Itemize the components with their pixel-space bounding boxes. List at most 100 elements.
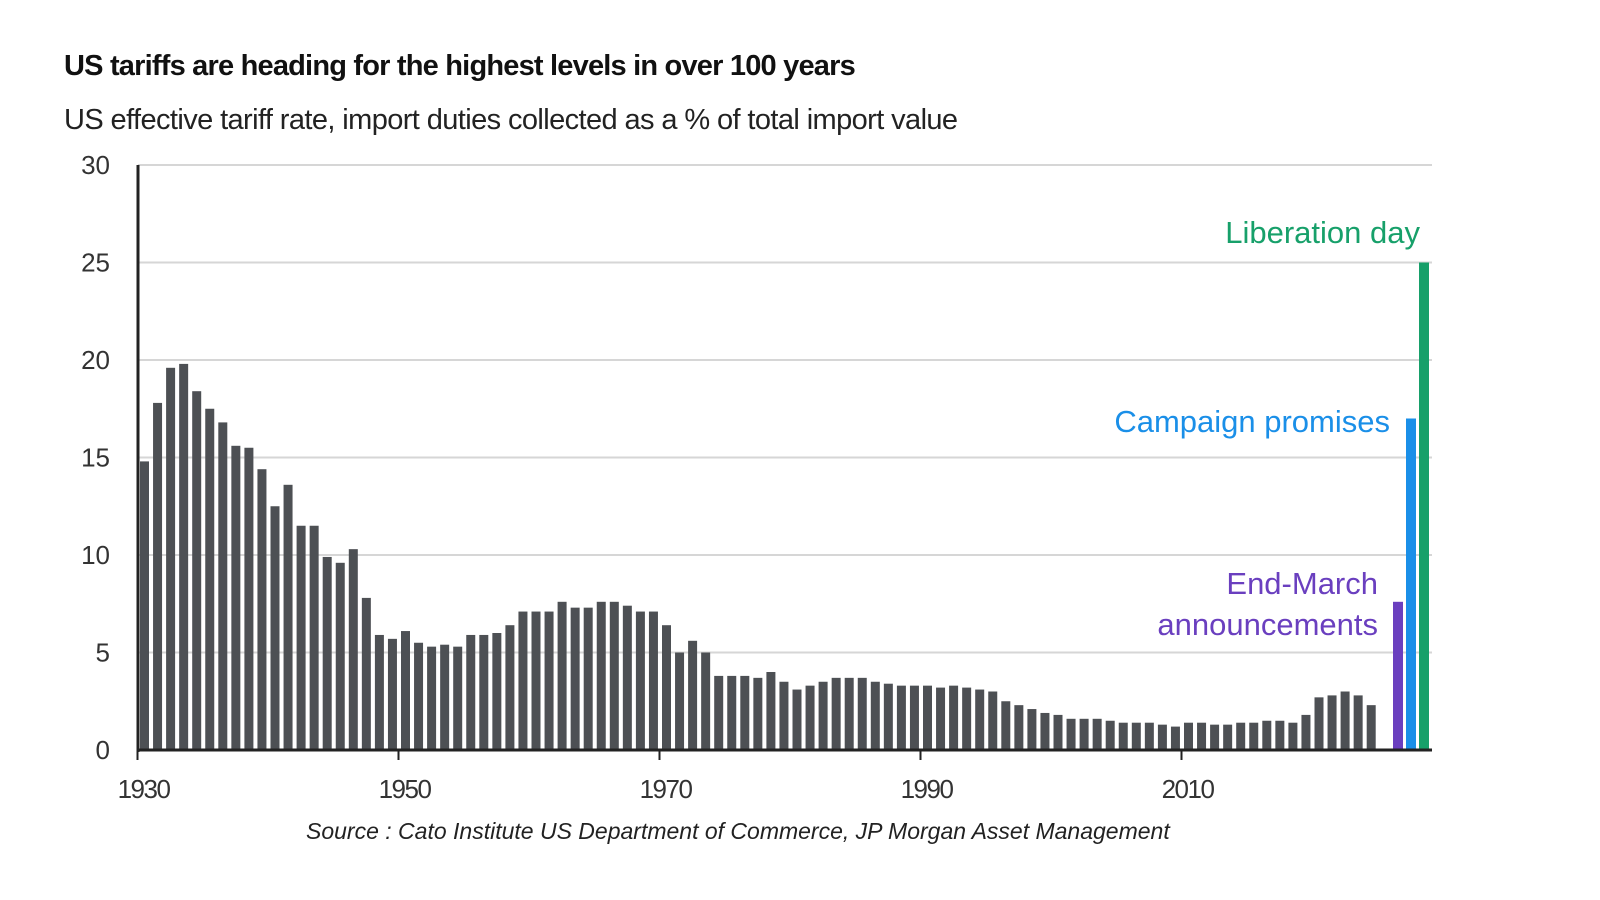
bar-2014 [1236,722,1246,750]
bar-2011 [1197,722,1207,750]
bar-2007 [1144,722,1154,750]
bar-1958 [505,625,515,750]
bar-1949 [387,638,397,750]
bar-1989 [909,685,919,750]
bar-2012 [1210,724,1220,750]
bar-2000 [1053,714,1063,750]
bar-1998 [1027,709,1037,750]
bar-1936 [218,422,228,750]
bar-1991 [936,687,946,750]
y-tick-label: 10 [81,540,110,570]
historical-bars [140,363,1376,750]
x-axis: 1930 1950 1970 1990 2010 [118,748,1432,804]
bar-1972 [688,640,698,750]
bar-1963 [570,607,580,750]
bar-1951 [414,642,424,750]
bar-1955 [466,634,476,750]
bar-2024 [1366,705,1376,750]
bar-2018 [1288,722,1298,750]
scenario-label: announcements [1157,607,1378,642]
bar-1965 [596,601,606,750]
bar-1979 [779,681,789,750]
bar-1992 [949,685,959,750]
scenario-bar-campaign-promises [1406,418,1416,750]
bar-2006 [1131,722,1141,750]
bar-1967 [622,605,632,750]
bar-1996 [1001,701,1011,750]
bar-1968 [635,611,645,750]
bar-1944 [322,556,332,750]
bar-1952 [427,646,437,750]
y-tick-label: 25 [81,248,110,278]
bar-1945 [335,562,345,750]
bar-2001 [1066,718,1076,750]
bar-1954 [453,646,463,750]
y-tick-label: 20 [81,345,110,375]
scenario-label: End-March [1226,566,1378,601]
bar-1948 [374,634,384,750]
bar-1988 [896,685,906,750]
bar-2003 [1092,718,1102,750]
bar-1986 [870,681,880,750]
bar-1931 [153,402,163,750]
bar-1994 [975,689,985,750]
bar-1957 [492,633,502,750]
bar-1956 [479,634,489,750]
bar-2009 [1170,726,1180,750]
bar-1984 [844,677,854,750]
bar-2023 [1353,695,1363,750]
bar-1939 [257,469,267,750]
bar-1934 [192,391,202,750]
bar-2010 [1184,722,1193,750]
bar-1976 [740,675,750,750]
x-tick-label: 1990 [901,774,954,804]
bar-2002 [1079,718,1089,750]
scenario-bars: End-March announcements Campaign promises L… [1114,215,1429,750]
bar-1993 [962,687,972,750]
bar-1964 [583,607,593,750]
source-note: Source : Cato Institute US Department of… [306,818,1170,844]
bar-1933 [179,363,189,750]
bar-1947 [361,597,371,750]
bar-1932 [166,367,176,750]
y-tick-label: 15 [81,443,110,473]
bar-1997 [1014,705,1024,750]
bar-1960 [531,611,541,750]
bar-1983 [831,677,841,750]
bar-1953 [440,644,450,750]
bar-2019 [1301,714,1311,750]
bar-1990 [923,685,932,750]
bar-1941 [283,484,293,750]
bar-2008 [1157,724,1167,750]
chart-title: US tariffs are heading for the highest l… [64,50,856,82]
bar-2021 [1327,695,1337,750]
bar-1961 [544,611,554,750]
bar-1975 [727,675,737,750]
bar-2017 [1275,720,1285,750]
bar-1938 [244,447,254,750]
bar-1985 [857,677,867,750]
bar-2015 [1249,722,1259,750]
scenario-bar-liberation-day [1419,262,1429,750]
bar-1969 [648,611,658,750]
bar-1974 [714,675,724,750]
bar-1946 [348,549,358,750]
bar-1930 [140,461,149,750]
bar-1977 [753,677,763,750]
bar-1973 [701,652,711,750]
bar-1943 [309,525,319,750]
x-tick-label: 2010 [1162,774,1215,804]
bar-1978 [766,672,776,750]
bar-1950 [401,631,410,750]
bar-1995 [988,691,998,750]
bar-1962 [557,601,567,750]
bar-2004 [1105,720,1115,750]
y-tick-label: 0 [96,735,110,765]
y-tick-label: 30 [81,150,110,180]
bar-1982 [818,681,828,750]
bar-1971 [675,652,685,750]
y-tick-label: 5 [96,638,110,668]
bar-1937 [231,445,241,750]
y-axis: 0 5 10 15 20 25 30 [81,150,140,765]
